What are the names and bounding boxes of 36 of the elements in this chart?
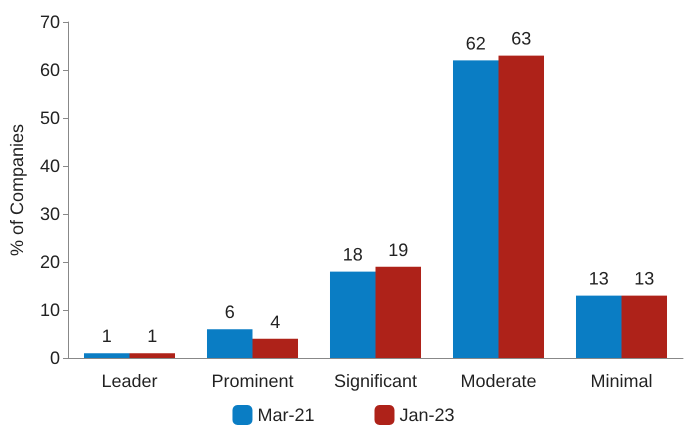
y-tick-label: 30 [40, 204, 60, 224]
legend-label: Mar-21 [257, 405, 314, 425]
x-tick-label: Moderate [460, 371, 537, 391]
data-label: 4 [270, 312, 280, 332]
bar [622, 296, 668, 358]
bar [576, 296, 622, 358]
data-label: 13 [588, 268, 609, 289]
bar [84, 353, 130, 358]
x-tick-label: Prominent [211, 371, 294, 391]
x-tick-label: Significant [334, 371, 418, 391]
bar [130, 353, 176, 358]
bar [376, 266, 422, 358]
y-tick-label: 70 [40, 12, 60, 32]
y-tick-label: 20 [40, 252, 60, 272]
data-label: 18 [342, 244, 363, 265]
y-tick-label: 60 [40, 60, 60, 80]
data-label: 13 [634, 268, 654, 289]
data-label: 1 [147, 326, 158, 346]
y-tick-label: 10 [40, 300, 60, 320]
y-axis-title: % of Companies [7, 124, 27, 256]
bar [330, 272, 376, 358]
data-label: 1 [102, 326, 112, 346]
data-label: 19 [388, 240, 408, 260]
bar [252, 338, 298, 358]
y-tick-label: 0 [50, 348, 60, 368]
bar [498, 56, 544, 358]
y-tick-label: 50 [40, 108, 60, 128]
y-tick-label: 40 [40, 156, 60, 176]
x-tick-label: Leader [101, 371, 158, 391]
x-tick-label: Minimal [590, 371, 653, 391]
data-label: 63 [511, 28, 532, 49]
bar [452, 60, 498, 358]
legend-label: Jan-23 [399, 405, 455, 425]
data-label: 6 [224, 302, 235, 322]
bar [206, 329, 252, 358]
data-label: 62 [466, 33, 486, 54]
